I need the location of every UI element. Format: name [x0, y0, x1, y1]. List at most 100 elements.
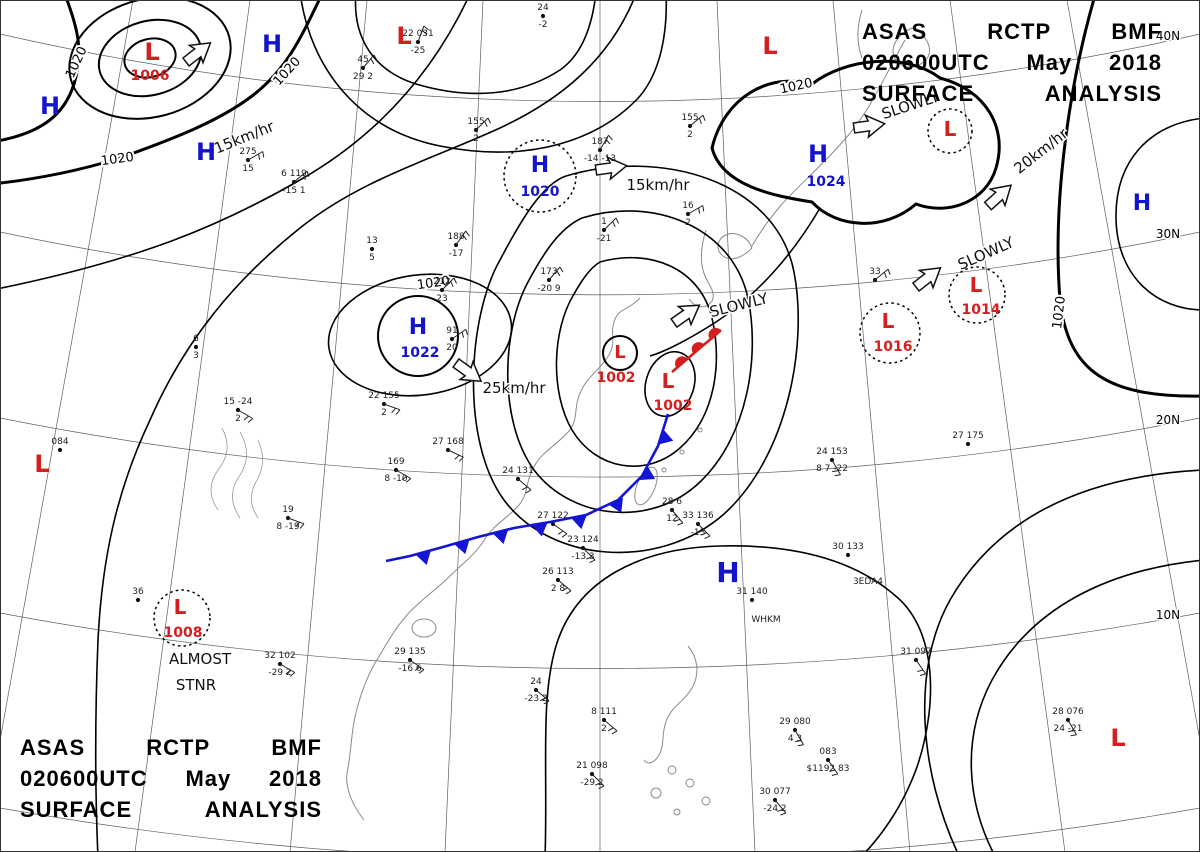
station-text: -21: [597, 234, 612, 244]
wind-barb-tick: [611, 730, 618, 735]
wind-barb-tick: [556, 270, 561, 277]
pressure-center-circle: [602, 335, 638, 371]
station-text: -14 -13: [584, 154, 616, 164]
pressure-center-dashed-circle: [927, 108, 973, 154]
coastline-ryukyu: [661, 467, 667, 473]
coastlines: [346, 9, 930, 821]
high-center-symbol: H: [196, 138, 216, 166]
station-text: 30 077: [759, 787, 791, 797]
terrain-contours: [210, 427, 263, 519]
station-text: 188: [447, 232, 464, 242]
title-line-3: SURFACE ANALYSIS: [20, 794, 322, 825]
station-text: 29 2: [353, 72, 373, 82]
coastline-island: [673, 808, 681, 816]
station-text: 24: [537, 3, 549, 13]
isobar: [472, 165, 799, 554]
low-center-symbol: L: [882, 309, 895, 333]
wind-barb: [603, 217, 617, 231]
title-line-3: SURFACE ANALYSIS: [862, 78, 1162, 109]
wind-barb-tick: [450, 281, 454, 287]
cold-front-triangle-icon: [415, 550, 431, 565]
wind-barb-tick: [887, 268, 891, 275]
wind-barb-tick: [370, 58, 375, 65]
wind-barb: [451, 328, 467, 340]
wind-barb-tick: [247, 418, 254, 423]
isobar-around-low-1002: [644, 350, 696, 418]
isobar: [300, 0, 668, 153]
isobar: [354, 0, 596, 95]
wind-barb-tick: [487, 117, 492, 124]
wind-barb-tick: [559, 266, 564, 273]
title-line-2: 020600UTC May 2018: [862, 47, 1162, 78]
station-text: 5: [369, 253, 375, 263]
station-dot: [845, 552, 851, 558]
station-text: 29 080: [779, 717, 811, 727]
wind-barb: [383, 403, 401, 411]
high-center-symbol: H: [40, 92, 60, 120]
wind-barb: [552, 523, 568, 535]
station-text: 32 102: [264, 651, 296, 661]
title-word: ANALYSIS: [204, 797, 322, 822]
movement-arrow-icon: [181, 42, 212, 67]
station-text: -13: [691, 528, 706, 538]
isobar: [0, 0, 468, 290]
pressure-center-dashed-circle: [859, 302, 921, 364]
station-text: 23 124: [567, 535, 599, 545]
latitude-label: 20N: [1156, 413, 1180, 427]
wind-barb: [287, 517, 305, 525]
wind-barb-tick: [302, 173, 306, 180]
meridian-line: [0, 0, 134, 743]
wind-barb: [915, 659, 927, 675]
station-dot: [965, 441, 971, 447]
title-word: May: [1026, 50, 1073, 75]
coastline-korea: [688, 229, 714, 308]
coastline-island: [650, 787, 662, 799]
station-text: 28 6: [662, 497, 682, 507]
coastline-island: [685, 778, 695, 788]
station-text: 2: [381, 408, 387, 418]
station-text: 28 076: [1052, 707, 1084, 717]
high-center-symbol: H: [531, 153, 549, 178]
meridian-line: [134, 0, 251, 852]
wind-barb-tick: [289, 672, 296, 677]
pressure-value: 1020: [521, 184, 560, 200]
station-text: 27 168: [432, 437, 464, 447]
isobar-value-label: 1020: [779, 76, 814, 98]
low-center-symbol: L: [944, 117, 957, 141]
wind-barb-tick: [453, 277, 458, 284]
wind-barb-tick: [414, 666, 421, 671]
station-text: 212: [433, 277, 450, 287]
title-word: SURFACE: [20, 797, 133, 822]
low-center-symbol: L: [762, 32, 777, 60]
wind-barb: [557, 579, 572, 592]
latitude-label: 10N: [1156, 608, 1180, 622]
wind-barb-tick: [462, 234, 467, 241]
wind-barb: [279, 663, 295, 673]
wind-barb-tick: [401, 475, 407, 481]
pressure-center-dashed-circle: [153, 589, 211, 647]
title-word: ASAS: [20, 735, 86, 760]
low-center-symbol: L: [144, 38, 159, 66]
station-text: 275: [239, 147, 256, 157]
isobar: [970, 559, 1200, 852]
cold-front-triangle-icon: [531, 522, 548, 537]
wind-barb: [362, 54, 375, 69]
pressure-center-circle: [377, 295, 459, 377]
parallel-line: [0, 231, 1200, 296]
cold-front-triangle-icon: [571, 514, 587, 530]
wind-barb-tick: [834, 474, 841, 477]
pressure-value: 1008: [164, 625, 203, 641]
isobar-value-label: 1020: [100, 150, 135, 169]
latitude-label: 40N: [1156, 29, 1180, 43]
motion-label: 15km/hr: [626, 176, 690, 194]
wind-barb: [671, 509, 684, 524]
title-word: 020600UTC: [862, 50, 990, 75]
wind-barb-tick: [565, 590, 572, 595]
cold-front-triangle-icon: [492, 529, 509, 545]
station-dot: [57, 447, 63, 453]
title-line-2: 020600UTC May 2018: [20, 763, 322, 794]
title-word: BMF: [271, 735, 322, 760]
parallel-line: [0, 612, 1200, 669]
station-text: -15 1: [282, 186, 305, 196]
coastline-taiwan: [634, 466, 658, 506]
